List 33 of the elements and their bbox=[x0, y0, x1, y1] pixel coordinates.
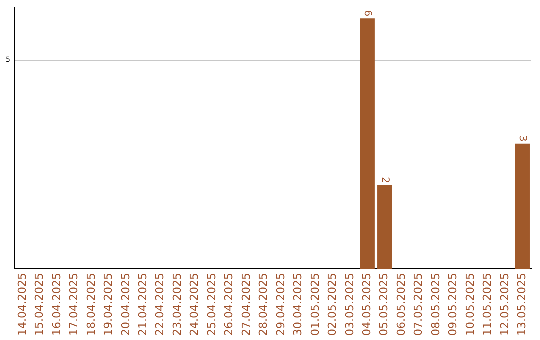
x-tick-label: 23.04.2025 bbox=[170, 273, 184, 336]
x-tick-label: 16.04.2025 bbox=[50, 273, 64, 336]
x-tick-label: 21.04.2025 bbox=[136, 273, 150, 336]
x-tick-label: 24.04.2025 bbox=[188, 273, 202, 336]
x-tick-label: 14.04.2025 bbox=[16, 273, 29, 336]
x-tick-label: 09.05.2025 bbox=[446, 273, 460, 336]
x-tick-label: 07.05.2025 bbox=[412, 273, 426, 336]
x-tick-label: 08.05.2025 bbox=[429, 273, 442, 336]
x-tick-label: 30.04.2025 bbox=[292, 273, 305, 336]
x-tick-label: 05.05.2025 bbox=[378, 273, 391, 336]
x-tick-label: 18.04.2025 bbox=[84, 273, 98, 336]
x-tick-label: 27.04.2025 bbox=[240, 273, 253, 336]
x-tick-label: 11.05.2025 bbox=[481, 273, 494, 336]
data-label: 3 bbox=[517, 135, 528, 142]
x-tick-label: 17.04.2025 bbox=[68, 273, 81, 336]
x-tick-label: 06.05.2025 bbox=[394, 273, 408, 336]
x-tick-label: 10.05.2025 bbox=[464, 273, 477, 336]
x-tick-label: 04.05.2025 bbox=[360, 273, 374, 336]
x-tick-label: 02.05.2025 bbox=[326, 273, 340, 336]
x-tick-label: 25.04.2025 bbox=[205, 273, 218, 336]
x-tick-label: 22.04.2025 bbox=[154, 273, 167, 336]
x-tick-label: 20.04.2025 bbox=[119, 273, 132, 336]
x-tick-label: 01.05.2025 bbox=[308, 273, 322, 336]
x-tick-label: 29.04.2025 bbox=[274, 273, 288, 336]
x-tick-label: 28.04.2025 bbox=[257, 273, 270, 336]
x-tick-label: 13.05.2025 bbox=[516, 273, 529, 336]
x-tick-label: 15.04.2025 bbox=[33, 273, 46, 336]
data-label: 2 bbox=[379, 177, 390, 184]
x-tick-label: 26.04.2025 bbox=[222, 273, 236, 336]
x-tick-label: 12.05.2025 bbox=[498, 273, 512, 336]
x-tick-label: 19.04.2025 bbox=[102, 273, 116, 336]
x-tick-label: 03.05.2025 bbox=[343, 273, 356, 336]
data-label: 6 bbox=[362, 10, 374, 17]
